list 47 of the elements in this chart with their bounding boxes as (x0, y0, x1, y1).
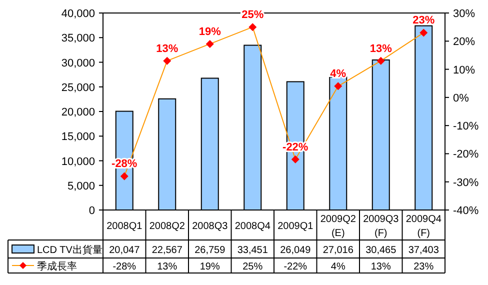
y2-tick-label: -20% (453, 148, 479, 161)
x-tick-label: 2008Q4 (234, 221, 271, 232)
y2-tick-label: -40% (453, 205, 479, 217)
y-tick-label: 15,000 (61, 131, 95, 144)
text: 19% (198, 26, 221, 38)
data-label: 13% (370, 262, 391, 272)
data-label: 26,759 (194, 245, 226, 256)
data-label: 13% (157, 262, 178, 272)
data-label: 4% (330, 262, 346, 272)
x-tick-label: 2008Q1 (106, 221, 143, 232)
x-tick-label: 2008Q2 (149, 221, 186, 232)
y2-tick-label: -30% (453, 176, 479, 189)
legend-label: LCD TV出貨量 (37, 244, 102, 256)
y2-tick-label: 10% (453, 64, 476, 76)
x-tick-label: 2009Q2 (E) (320, 214, 356, 239)
y-tick-label: 0 (88, 205, 95, 217)
data-label: 22,567 (152, 245, 183, 256)
y-tick-label: 25,000 (61, 82, 95, 94)
y-tick-label: 35,000 (61, 32, 95, 45)
data-label: -22% (284, 262, 308, 272)
data-label: -28% (112, 262, 136, 272)
data-label: 26,049 (280, 245, 312, 256)
data-label: 27,016 (322, 245, 354, 256)
y-tick-label: 5,000 (67, 180, 95, 192)
data-label: 33,451 (237, 245, 268, 256)
y2-tick-label: 0% (453, 92, 470, 104)
y2-tick-label: 20% (453, 36, 476, 48)
x-tick-label: 2009Q3 (F) (363, 214, 400, 239)
data-label: 37,403 (408, 245, 440, 256)
data-label: 19% (200, 262, 220, 272)
x-tick-label: 2009Q1 (278, 221, 314, 232)
x-tick-label: 2008Q3 (192, 221, 228, 232)
data-label: 30,465 (366, 245, 397, 256)
y2-tick-label: -10% (453, 120, 479, 133)
text: 13% (156, 42, 178, 55)
y-tick-label: 40,000 (61, 8, 95, 20)
text: 23% (412, 14, 435, 27)
y2-tick-label: 30% (453, 8, 476, 20)
legend-label: 季成長率 (37, 260, 77, 272)
text: 13% (370, 42, 392, 55)
y-tick-label: 30,000 (61, 57, 95, 70)
data-label: 20,047 (109, 245, 140, 256)
data-label: 25% (242, 262, 263, 272)
data-label: 23% (414, 262, 434, 272)
x-tick-label: 2009Q4 (F) (406, 214, 442, 239)
y-tick-label: 20,000 (61, 106, 95, 118)
y-tick-label: 10,000 (61, 156, 95, 168)
